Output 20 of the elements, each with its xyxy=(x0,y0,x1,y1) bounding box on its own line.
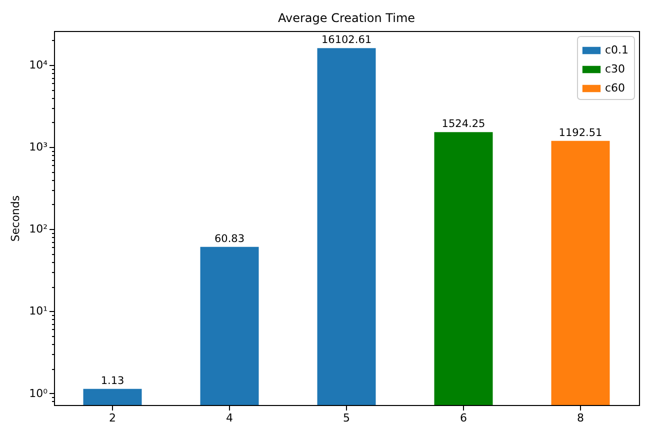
x-tick-label: 8 xyxy=(577,412,584,424)
legend-label: c60 xyxy=(605,82,626,94)
chart-title: Average Creation Time xyxy=(278,11,416,25)
y-tick-label: 10⁰ xyxy=(29,386,48,400)
data-label: 1192.51 xyxy=(558,126,602,139)
x-tick-label: 4 xyxy=(226,412,233,424)
x-tick-label: 2 xyxy=(109,412,116,424)
data-label: 1524.25 xyxy=(442,118,486,130)
y-tick-label: 10⁴ xyxy=(29,58,48,72)
data-label: 16102.61 xyxy=(321,34,372,46)
legend-label: c0.1 xyxy=(605,44,629,56)
data-label: 1.13 xyxy=(100,374,124,387)
y-tick-label: 10¹ xyxy=(29,304,48,318)
y-axis-title: Seconds xyxy=(9,195,22,242)
x-tick-label: 5 xyxy=(343,412,350,424)
y-tick-label: 10³ xyxy=(29,140,48,154)
y-tick-label: 10² xyxy=(29,222,48,236)
x-tick-label: 6 xyxy=(460,412,467,424)
data-label: 60.83 xyxy=(214,232,245,245)
legend-label: c30 xyxy=(605,62,626,76)
